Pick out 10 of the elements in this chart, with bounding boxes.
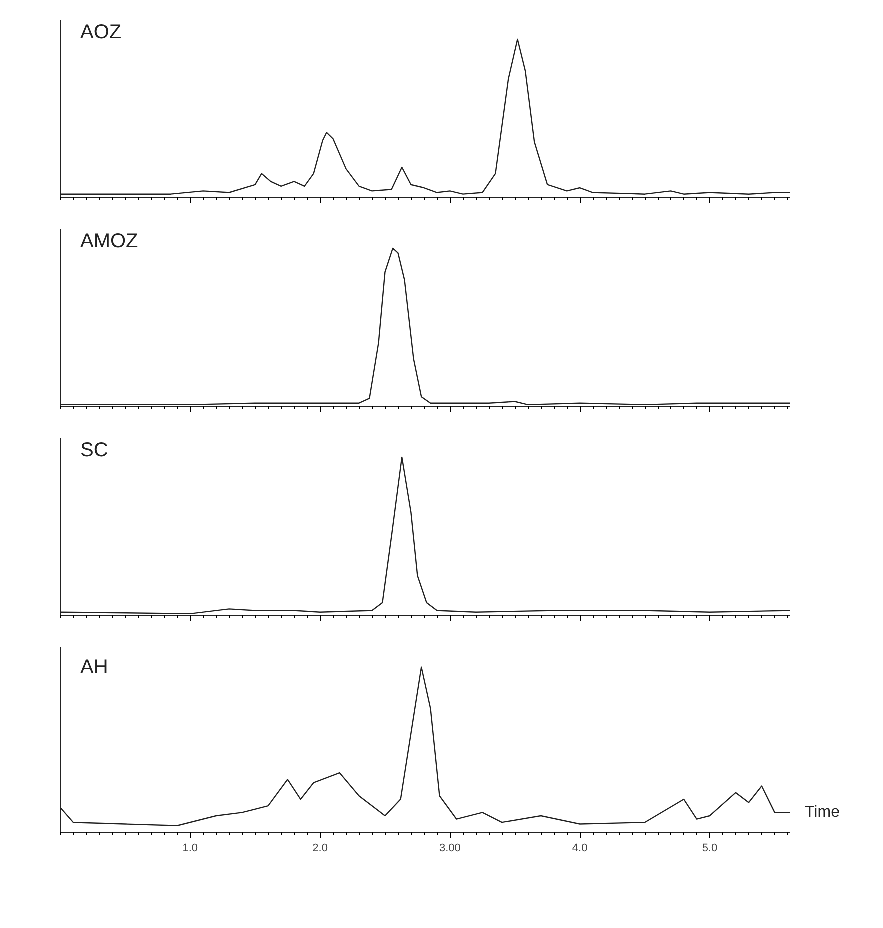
x-tick-label: 2.0 (312, 842, 328, 854)
annotation: SC (80, 440, 108, 462)
annotation: AOZ (80, 22, 122, 44)
x-tick-label: 4.0 (572, 842, 588, 854)
annotation: AH (80, 656, 108, 678)
x-axis-title: Time (805, 803, 840, 823)
x-tick-label: 5.0 (702, 842, 718, 854)
x-tick-label: 1.0 (182, 842, 198, 854)
x-tick-label: 3.00 (439, 842, 461, 854)
annotation: AMOZ (80, 230, 138, 252)
